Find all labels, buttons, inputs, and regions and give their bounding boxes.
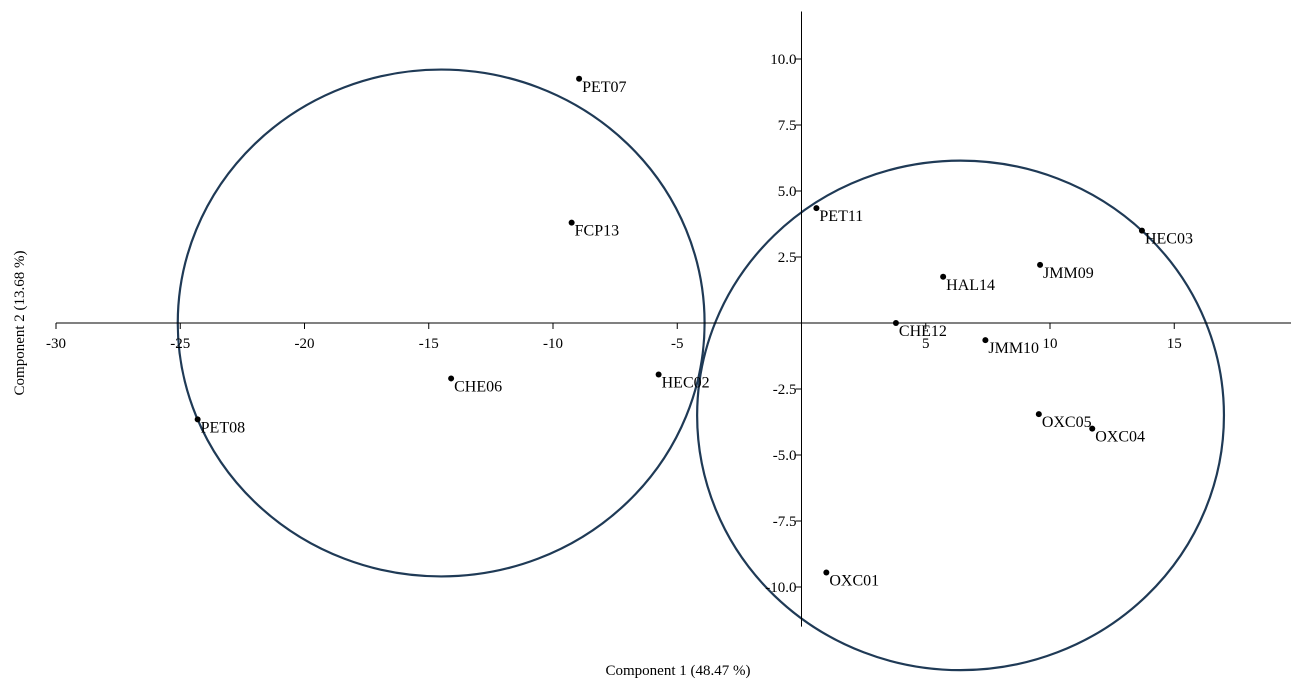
y-tick-label: -2.5: [773, 382, 797, 398]
point-jmm10: JMM10: [982, 337, 1039, 357]
point-label: FCP13: [575, 223, 619, 240]
point-oxc05: OXC05: [1035, 411, 1092, 431]
x-tick-label: -25: [170, 336, 190, 352]
x-tick-label: 15: [1167, 336, 1182, 352]
point-marker: [823, 569, 830, 576]
point-che12: CHE12: [892, 320, 947, 340]
point-marker: [448, 375, 455, 382]
point-label: PET07: [582, 79, 626, 96]
point-label: JMM09: [1043, 265, 1094, 282]
point-marker: [194, 416, 201, 423]
point-che06: CHE06: [448, 375, 502, 395]
point-label: OXC04: [1095, 429, 1145, 446]
y-tick-label: -5.0: [773, 448, 797, 464]
point-label: HAL14: [946, 277, 995, 294]
y-tick-label: 7.5: [778, 118, 797, 134]
point-marker: [1138, 227, 1145, 234]
x-tick-label: -5: [671, 336, 684, 352]
point-label: HEC03: [1145, 231, 1193, 248]
point-marker: [940, 273, 947, 280]
point-pet11: PET11: [813, 205, 863, 225]
point-marker: [1037, 261, 1044, 268]
x-tick-label: 5: [922, 336, 930, 352]
point-marker: [576, 75, 583, 82]
data-points: PET07 FCP13 PET11 HEC03 JMM09 HAL14 CHE12 JMM10…: [194, 75, 1193, 589]
y-axis-title: Component 2 (13.68 %): [12, 251, 28, 396]
point-hec03: HEC03: [1138, 227, 1193, 248]
point-marker: [655, 371, 662, 378]
point-marker: [568, 219, 575, 226]
point-pet08: PET08: [194, 416, 245, 436]
y-axis-ticks: 10.0 7.5 5.0 2.5 -2.5 -5.0 -7.5 -10.0: [765, 52, 802, 596]
y-tick-label: -10.0: [765, 580, 796, 596]
point-label: PET08: [201, 419, 245, 436]
point-label: CHE06: [454, 378, 502, 395]
point-label: HEC02: [662, 374, 710, 391]
y-tick-label: 2.5: [778, 250, 797, 266]
point-oxc01: OXC01: [823, 569, 879, 589]
x-tick-label: -15: [419, 336, 439, 352]
point-marker: [1089, 425, 1096, 432]
x-tick-label: -20: [295, 336, 315, 352]
y-tick-label: 5.0: [778, 184, 797, 200]
point-label: OXC05: [1042, 414, 1092, 431]
point-fcp13: FCP13: [568, 219, 619, 240]
x-tick-label: 10: [1043, 336, 1058, 352]
point-marker: [813, 205, 820, 212]
y-tick-label: -7.5: [773, 514, 797, 530]
cluster-circle-2: [696, 159, 1226, 672]
point-hec02: HEC02: [655, 371, 710, 391]
point-label: CHE12: [899, 323, 947, 340]
point-oxc04: OXC04: [1089, 425, 1145, 446]
y-tick-label: 10.0: [770, 52, 796, 68]
point-marker: [892, 320, 899, 326]
point-jmm09: JMM09: [1037, 261, 1094, 282]
x-axis-title: Component 1 (48.47 %): [606, 663, 751, 679]
point-label: OXC01: [829, 572, 879, 589]
cluster-circles: [176, 68, 1226, 672]
point-pet07: PET07: [576, 75, 627, 96]
point-marker: [1035, 411, 1042, 418]
point-label: PET11: [819, 208, 863, 225]
point-marker: [982, 337, 989, 344]
point-hal14: HAL14: [940, 273, 995, 294]
x-tick-label: -30: [46, 336, 66, 352]
point-label: JMM10: [988, 340, 1039, 357]
x-axis-ticks: -30 -25 -20 -15 -10 -5 5 10 15: [46, 323, 1182, 352]
axes: [56, 11, 1291, 627]
x-tick-label: -10: [543, 336, 563, 352]
